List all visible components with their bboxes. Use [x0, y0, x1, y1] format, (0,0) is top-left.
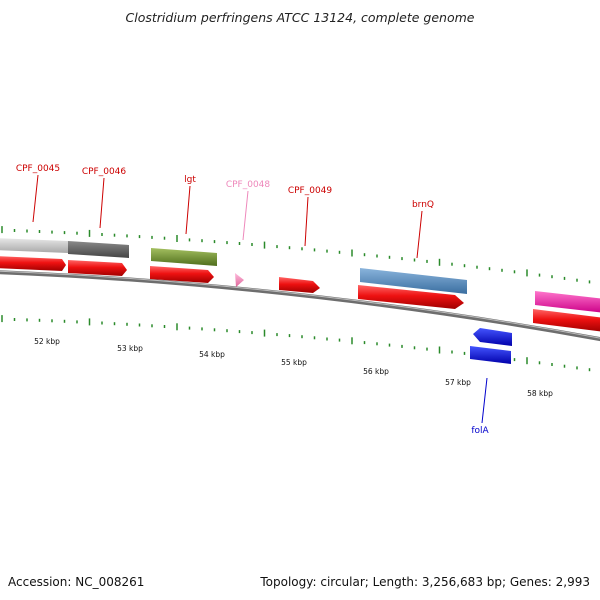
kbp-label: 56 kbp	[363, 367, 389, 376]
cds-arrow-brnq[interactable]	[358, 285, 464, 309]
leader-line-fola	[481, 377, 488, 424]
cds-arrow-right[interactable]	[533, 309, 600, 332]
cds-arrow-cpf0046[interactable]	[68, 260, 127, 276]
gene-block-fola[interactable]	[470, 346, 511, 364]
leader-line-cpf0048	[242, 190, 249, 241]
map-title: Clostridium perfringens ATCC 13124, comp…	[125, 10, 475, 25]
leader-line-cpf0046	[99, 177, 105, 229]
gene-block-cpf0046[interactable]	[68, 241, 129, 258]
leader-line-lgt	[185, 185, 191, 235]
gene-label-cpf0049[interactable]: CPF_0049	[288, 186, 333, 196]
gene-label-cpf0045[interactable]: CPF_0045	[16, 164, 60, 174]
cds-arrow-cpf0049[interactable]	[279, 277, 320, 293]
gene-label-brnq[interactable]: brnQ	[412, 200, 434, 210]
kbp-label: 55 kbp	[281, 358, 307, 367]
gene-block-brnq[interactable]	[360, 268, 467, 294]
genome-backbone	[0, 270, 600, 342]
cds-arrow-lgt[interactable]	[150, 266, 214, 283]
leader-line-brnq	[416, 210, 423, 259]
cds-arrow-cpf0048[interactable]	[235, 273, 244, 287]
cds-arrow-fola[interactable]	[473, 328, 512, 346]
inner-tick-row	[1, 315, 591, 372]
kbp-label: 52 kbp	[34, 337, 60, 346]
kbp-label: 58 kbp	[527, 389, 553, 398]
kbp-label: 54 kbp	[199, 350, 225, 359]
gene-label-cpf0048[interactable]: CPF_0048	[226, 180, 271, 190]
outer-tick-row	[1, 226, 591, 284]
gene-block-right-magenta[interactable]	[535, 291, 600, 313]
gene-block-cpf0045[interactable]	[0, 238, 68, 253]
kbp-label: 57 kbp	[445, 378, 471, 387]
gene-block-lgt[interactable]	[151, 248, 217, 266]
gene-label-fola[interactable]: folA	[471, 426, 489, 436]
genome-summary-text: Topology: circular; Length: 3,256,683 bp…	[260, 575, 590, 589]
kbp-label: 53 kbp	[117, 344, 143, 353]
gene-label-lgt[interactable]: lgt	[184, 175, 196, 185]
leader-line-cpf0045	[32, 174, 39, 223]
leader-line-cpf0049	[304, 196, 309, 247]
cds-arrow-cpf0045[interactable]	[0, 256, 66, 271]
gene-label-cpf0046[interactable]: CPF_0046	[82, 167, 127, 177]
accession-text: Accession: NC_008261	[8, 575, 145, 589]
